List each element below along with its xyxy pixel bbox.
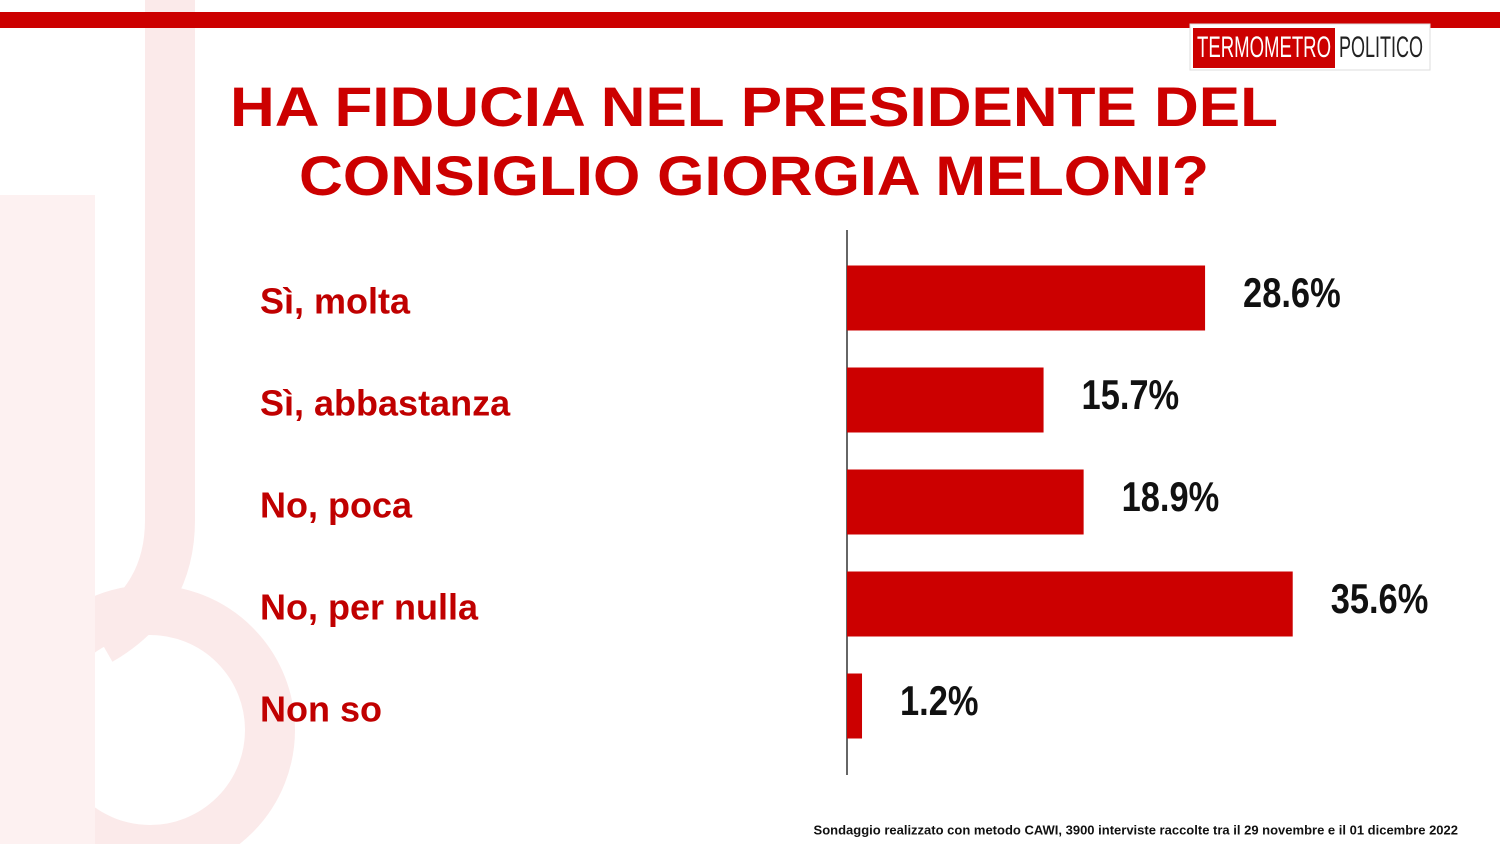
logo-red xyxy=(1193,28,1335,68)
chart-title: HA FIDUCIA NEL PRESIDENTE DEL xyxy=(230,75,1278,138)
category-label: Sì, molta xyxy=(260,281,411,322)
category-label: Non so xyxy=(260,689,382,730)
category-label: Sì, abbastanza xyxy=(260,383,511,424)
value-label: 28.6% xyxy=(1243,270,1341,317)
bar xyxy=(847,367,1044,433)
bar xyxy=(847,673,863,739)
value-label: 1.2% xyxy=(900,678,978,725)
bar xyxy=(847,469,1084,535)
value-label: 18.9% xyxy=(1122,474,1220,521)
thermometer-stem xyxy=(87,0,195,662)
logo-text: POLITICO xyxy=(1339,31,1423,64)
value-label: 15.7% xyxy=(1082,372,1180,419)
bar xyxy=(847,265,1206,331)
footnote: Sondaggio realizzato con metodo CAWI, 39… xyxy=(814,822,1458,837)
logo-text: TERMOMETRO xyxy=(1197,31,1331,64)
top-bar xyxy=(0,12,1500,28)
chart-title: CONSIGLIO GIORGIA MELONI? xyxy=(299,144,1209,207)
value-label: 35.6% xyxy=(1331,576,1429,623)
category-label: No, per nulla xyxy=(260,587,479,628)
bar xyxy=(847,571,1293,637)
background-block xyxy=(0,195,95,844)
category-label: No, poca xyxy=(260,485,413,526)
